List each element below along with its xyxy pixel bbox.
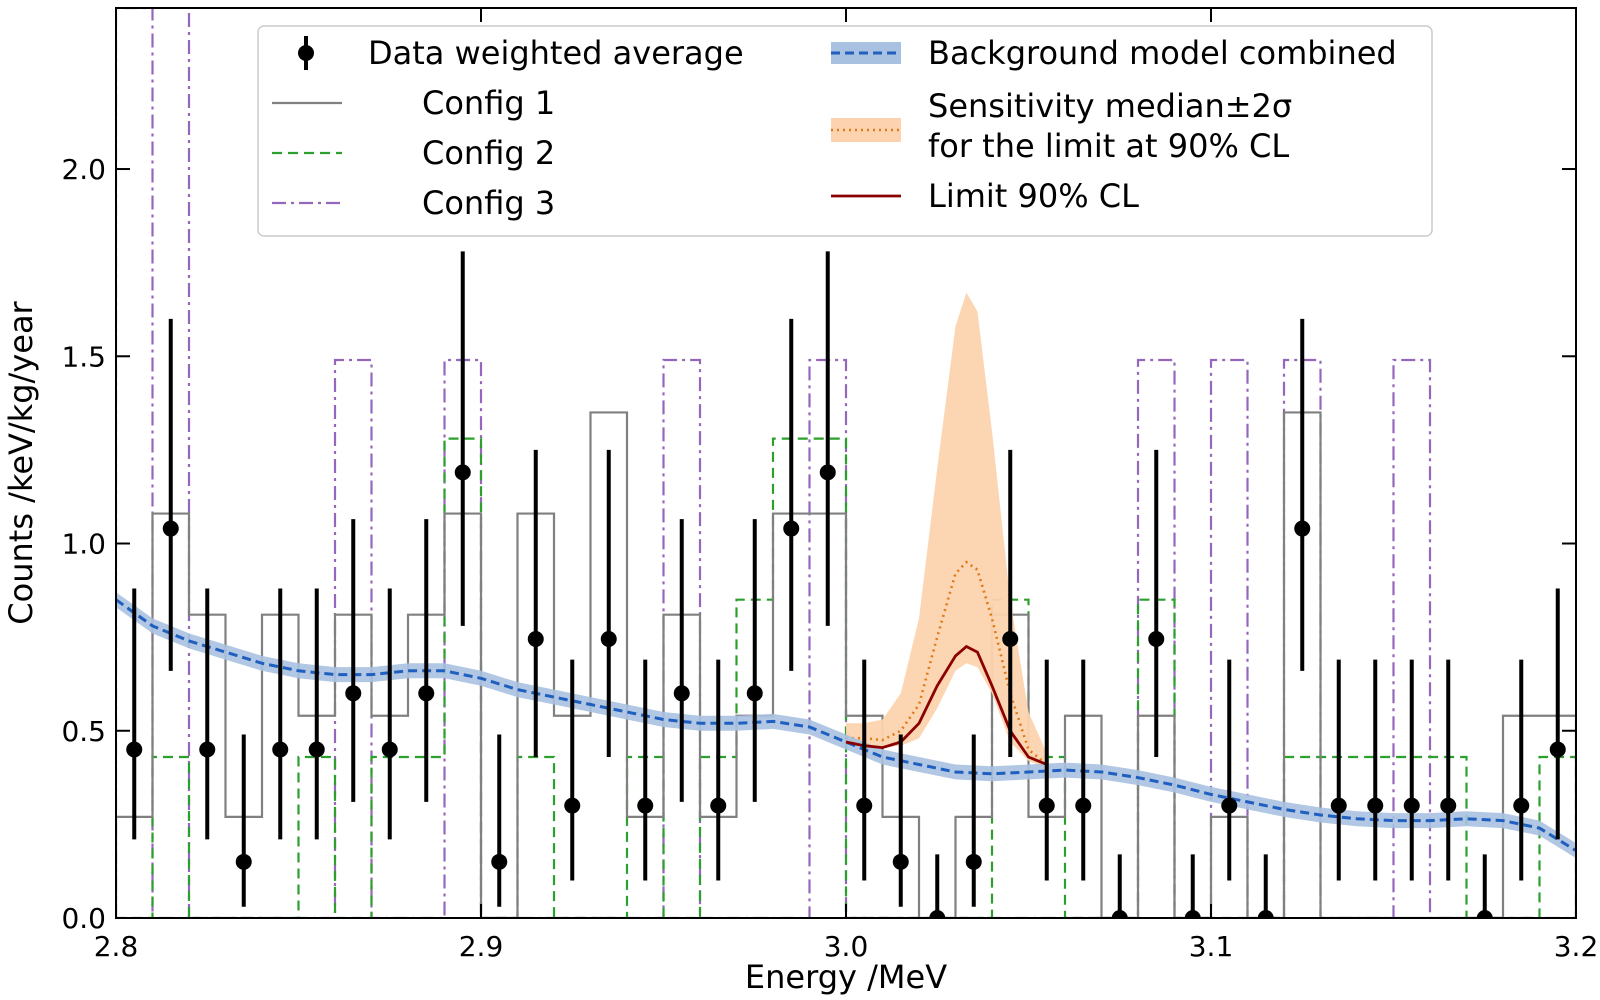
x-tick-label: 2.9 <box>459 930 504 963</box>
legend-limit-label: Limit 90% CL <box>928 177 1139 215</box>
config3-histogram-group <box>116 8 1576 918</box>
data-points-group <box>126 251 1566 918</box>
data-point <box>527 631 544 648</box>
data-point <box>162 520 179 537</box>
sensitivity-median-line <box>846 560 1048 766</box>
data-point <box>1513 797 1530 814</box>
data-point <box>491 853 508 870</box>
background-line <box>116 598 1576 852</box>
legend-data-label: Data weighted average <box>368 34 744 72</box>
data-point <box>1476 910 1493 918</box>
data-point <box>710 797 727 814</box>
y-tick-label: 1.0 <box>61 528 106 561</box>
data-point <box>856 797 873 814</box>
data-point <box>1403 797 1420 814</box>
data-point <box>126 741 143 758</box>
legend: Data weighted average Config 1 Config 2 Con… <box>257 25 1433 237</box>
data-point <box>1038 797 1055 814</box>
legend-config1-label: Config 1 <box>422 84 555 122</box>
y-tick-label: 1.5 <box>61 340 106 373</box>
axes-group: 2.8 2.9 3.0 3.1 3.2 0.0 0.5 1.0 1.5 2.0 <box>61 7 1599 963</box>
legend-background-label: Background model combined <box>928 34 1397 72</box>
legend-config2-label: Config 2 <box>422 134 555 172</box>
data-point <box>1075 797 1092 814</box>
data-point <box>418 685 435 702</box>
data-point <box>454 464 471 481</box>
data-point <box>1330 797 1347 814</box>
y-tick-label: 0.0 <box>61 902 106 935</box>
config2-histogram <box>116 437 1576 918</box>
data-point <box>564 797 581 814</box>
data-point <box>1111 910 1128 918</box>
config3-histogram <box>116 8 1576 918</box>
data-point <box>673 685 690 702</box>
data-point <box>1367 797 1384 814</box>
y-axis-label: Counts /keV/kg/year <box>2 300 40 624</box>
data-point <box>272 741 289 758</box>
data-point <box>637 797 654 814</box>
data-point <box>199 741 216 758</box>
data-point <box>929 910 946 918</box>
background-band <box>116 592 1576 859</box>
x-tick-label: 3.2 <box>1554 930 1599 963</box>
x-tick-label: 3.0 <box>824 930 869 963</box>
data-point <box>1148 631 1165 648</box>
background-group <box>116 592 1576 859</box>
y-tick-label: 2.0 <box>61 153 106 186</box>
data-point <box>1002 631 1019 648</box>
data-point <box>600 631 617 648</box>
legend-sensitivity-label: Sensitivity median±2σ <box>928 87 1292 125</box>
data-point <box>1440 797 1457 814</box>
data-point <box>1294 520 1311 537</box>
data-point <box>1221 797 1238 814</box>
x-axis-label: Energy /MeV <box>745 958 947 996</box>
x-tick-label: 2.8 <box>94 930 139 963</box>
data-point <box>965 853 982 870</box>
config2-histogram-group <box>116 437 1576 918</box>
legend-data-marker <box>298 45 314 61</box>
data-point <box>819 464 836 481</box>
x-tick-label: 3.1 <box>1189 930 1234 963</box>
data-point <box>1257 910 1274 918</box>
legend-config3-label: Config 3 <box>422 184 555 222</box>
legend-sensitivity-label-line2: for the limit at 90% CL <box>928 127 1289 165</box>
data-point <box>783 520 800 537</box>
data-point <box>892 853 909 870</box>
y-tick-label: 0.5 <box>61 715 106 748</box>
sensitivity-group <box>846 292 1048 769</box>
data-point <box>308 741 325 758</box>
data-point <box>1549 741 1566 758</box>
data-point <box>746 685 763 702</box>
data-point <box>235 853 252 870</box>
legend-sensitivity-band <box>831 118 901 142</box>
sensitivity-band <box>846 292 1047 769</box>
data-point <box>345 685 362 702</box>
data-point <box>1184 910 1201 918</box>
data-point <box>381 741 398 758</box>
